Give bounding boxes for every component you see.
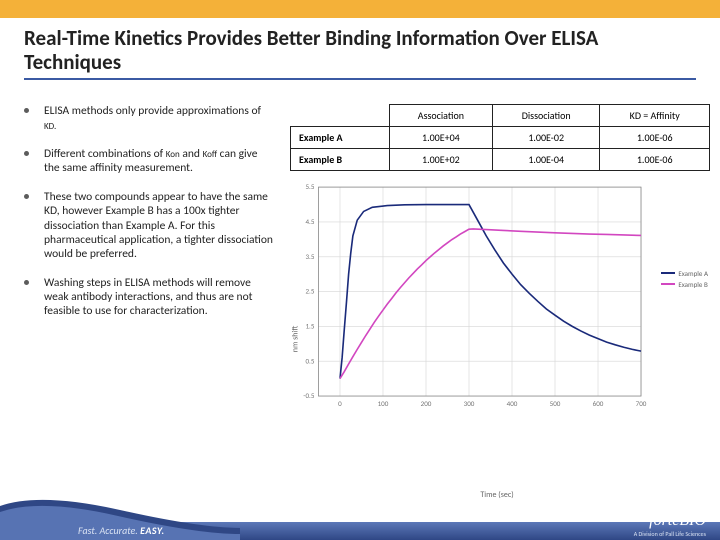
table-cell: 1.00E-04 [492,149,599,171]
svg-text:700: 700 [636,399,647,408]
brand-block: fortéBIO A Division of Pall Life Science… [634,511,706,538]
page-title: Real-Time Kinetics Provides Better Bindi… [24,26,696,74]
brand-logo-text: fortéBIO [634,511,706,530]
slide: Real-Time Kinetics Provides Better Bindi… [0,0,720,540]
table-header-blank [291,105,390,127]
bullet-text: ELISA methods only provide approximation… [44,104,274,133]
text-sub: KD. [44,121,56,132]
svg-text:0.5: 0.5 [305,357,314,366]
table-header-row: Association Dissociation KD = Affinity [291,105,710,127]
y-axis-label: nm shift [290,325,300,352]
bullet-item: Different combinations of Kon and Koff c… [24,147,274,176]
text-fragment: Different combinations of [44,147,166,161]
svg-text:4.5: 4.5 [305,217,314,226]
legend-swatch [661,272,675,274]
text-sub: Kon [166,149,180,160]
table-header: KD = Affinity [600,105,710,127]
svg-text:3.5: 3.5 [305,252,314,261]
svg-text:500: 500 [550,399,561,408]
svg-text:100: 100 [378,399,389,408]
svg-text:600: 600 [593,399,604,408]
svg-text:2.5: 2.5 [305,287,314,296]
bullet-dot [24,151,34,176]
legend-item: Example A [661,269,708,278]
bullet-dot [24,108,34,133]
text-sub: Koff [203,149,218,160]
svg-text:0: 0 [338,399,342,408]
bullet-dot [24,280,34,319]
table-row: Example B 1.00E+02 1.00E-04 1.00E-06 [291,149,710,171]
table-cell: 1.00E-06 [600,149,710,171]
table-header: Association [389,105,492,127]
chart-area: -0.5 0.5 1.5 2.5 3.5 4.5 5.5 0 100 200 300 400 500 60… [284,179,710,498]
bullet-item: ELISA methods only provide approximation… [24,104,274,133]
data-table: Association Dissociation KD = Affinity E… [290,104,710,171]
text-fragment: and [180,147,203,161]
table-cell: 1.00E-02 [492,127,599,149]
bullet-text: These two compounds appear to have the s… [44,190,274,262]
legend-label: Example A [678,269,708,278]
bullet-dot [24,194,34,262]
footer: Fast. Accurate. EASY. fortéBIO A Divisio… [0,498,720,540]
table-cell: 1.00E-06 [600,127,710,149]
bullet-item: These two compounds appear to have the s… [24,190,274,262]
table-row-label: Example B [291,149,390,171]
bullet-text: Washing steps in ELISA methods will remo… [44,276,274,319]
bullet-item: Washing steps in ELISA methods will remo… [24,276,274,319]
text-fragment: Accurate. [100,524,141,537]
table-cell: 1.00E+02 [389,149,492,171]
text-fragment: EASY. [140,524,165,537]
chart-legend: Example A Example B [661,269,708,291]
bullets-column: ELISA methods only provide approximation… [24,104,274,498]
top-band [0,0,720,18]
legend-item: Example B [661,280,708,289]
svg-text:5.5: 5.5 [305,182,314,191]
bullet-text: Different combinations of Kon and Koff c… [44,147,274,176]
legend-label: Example B [678,280,707,289]
table-header: Dissociation [492,105,599,127]
svg-text:200: 200 [421,399,432,408]
legend-swatch [661,283,675,285]
bullet-list: ELISA methods only provide approximation… [24,104,274,319]
svg-text:1.5: 1.5 [305,322,314,331]
text-fragment: Fast. [78,524,100,537]
title-block: Real-Time Kinetics Provides Better Bindi… [0,18,720,86]
text-fragment: fortéBIO [649,512,706,529]
svg-text:400: 400 [507,399,518,408]
text-fragment: ELISA methods only provide approximation… [44,104,261,118]
title-rule [24,78,696,80]
content-row: ELISA methods only provide approximation… [0,86,720,498]
footer-tagline: Fast. Accurate. EASY. [78,524,165,537]
table-cell: 1.00E+04 [389,127,492,149]
right-column: Association Dissociation KD = Affinity E… [284,104,710,498]
table-row-label: Example A [291,127,390,149]
kinetics-chart: -0.5 0.5 1.5 2.5 3.5 4.5 5.5 0 100 200 300 400 500 60… [284,179,710,422]
table-row: Example A 1.00E+04 1.00E-02 1.00E-06 [291,127,710,149]
brand-subtitle: A Division of Pall Life Sciences [634,530,706,538]
svg-text:300: 300 [464,399,475,408]
svg-text:-0.5: -0.5 [303,391,315,400]
